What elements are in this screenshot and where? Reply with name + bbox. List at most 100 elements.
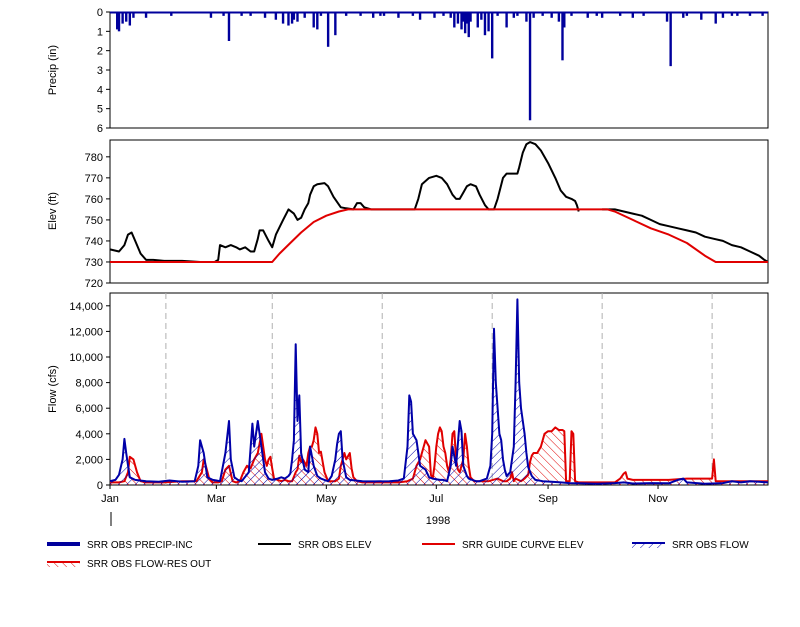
flow-y-tick-label: 10,000 [69, 352, 103, 364]
flow-y-tick-label: 8,000 [75, 378, 103, 390]
precip-bar [736, 12, 739, 16]
precip-bar [685, 12, 689, 16]
precip-bar [516, 12, 519, 16]
precip-bar [334, 12, 337, 36]
precip-y-tick-label: 4 [97, 84, 103, 96]
legend-label: SRR OBS FLOW-RES OUT [87, 559, 211, 570]
precip-bar [274, 12, 278, 20]
precip-bar [326, 12, 330, 47]
flow-x-ticks: Jan Mar May Jul Sep Nov [101, 485, 668, 505]
precip-bar [132, 12, 135, 18]
precip-bar [467, 12, 470, 38]
flow-x-tick-label: Jul [429, 493, 443, 505]
elevation-y-label: Elev (ft) [47, 192, 59, 230]
precip-bar [379, 12, 382, 16]
precip-bar [453, 12, 456, 28]
legend-label: SRR OBS FLOW [672, 540, 749, 551]
precip-bar [290, 12, 294, 24]
precip-bar [372, 12, 375, 18]
precip-bar [460, 12, 463, 30]
precip-bar [563, 12, 566, 28]
precip-bar [487, 12, 490, 32]
srr-obs-flow-swatch-fill [632, 543, 665, 548]
precip-bars [110, 11, 768, 121]
elevation-y-tick-label: 730 [85, 257, 103, 269]
elevation-plot-frame [109, 139, 769, 284]
precip-bar [682, 12, 685, 18]
year-label: 1998 [426, 515, 450, 527]
precip-bar [121, 12, 124, 24]
srr-guide-curve-elev-line [110, 208, 768, 263]
precip-bar [665, 12, 669, 22]
precip-bar [490, 12, 494, 59]
legend-label: SRR GUIDE CURVE ELEV [462, 540, 584, 551]
precip-bar [418, 12, 422, 20]
precip-bar [561, 12, 564, 61]
precip-bar [541, 12, 544, 16]
elevation-y-ticks: 720 730 740 750 760 770 780 [85, 152, 110, 290]
precip-bar [618, 12, 622, 16]
elevation-y-tick-label: 740 [85, 236, 103, 248]
flow-y-tick-label: 2,000 [75, 454, 103, 466]
precip-bar [312, 12, 315, 28]
flow-y-tick-label: 6,000 [75, 403, 103, 415]
precip-bar [700, 12, 703, 20]
precip-bar [263, 12, 267, 18]
precip-bar [528, 12, 532, 121]
legend-label: SRR OBS PRECIP-INC [87, 540, 193, 551]
srr-obs-flow-res-out-swatch-fill [47, 562, 80, 567]
precip-panel: 0 1 2 3 4 5 6 Precip (in) [47, 7, 769, 135]
flow-y-tick-label: 4,000 [75, 429, 103, 441]
precip-bar [240, 12, 243, 16]
elevation-lines [109, 141, 769, 263]
precip-y-tick-label: 1 [97, 26, 103, 38]
precip-y-tick-label: 2 [97, 46, 103, 58]
precip-bar [116, 12, 119, 30]
precip-y-tick-label: 3 [97, 65, 103, 77]
precip-bar [170, 12, 173, 16]
precip-bar [642, 12, 645, 16]
precip-bar [483, 12, 487, 36]
precip-bar [480, 12, 483, 20]
flow-x-tick-label: Mar [207, 493, 226, 505]
precip-bar [359, 12, 362, 16]
precip-bar [557, 12, 561, 22]
precip-y-tick-label: 6 [97, 123, 103, 135]
precip-bar [631, 12, 634, 18]
precip-bar [227, 12, 231, 41]
precip-y-tick-label: 0 [97, 7, 103, 19]
precip-bar [595, 12, 598, 16]
flow-y-ticks: 0 2,000 4,000 6,000 8,000 10,000 12,000 14,000 [69, 301, 110, 492]
precip-bar [319, 12, 323, 16]
precip-bar [433, 12, 436, 18]
precip-y-ticks: 0 1 2 3 4 5 6 [97, 7, 110, 135]
elevation-y-tick-label: 750 [85, 215, 103, 227]
elevation-y-tick-label: 770 [85, 173, 103, 185]
precip-bar [411, 12, 415, 16]
legend-label: SRR OBS ELEV [298, 540, 372, 551]
elevation-y-tick-label: 780 [85, 152, 103, 164]
precip-bar [449, 12, 452, 18]
srr-obs-elev-sep-dec-line [602, 208, 769, 263]
precip-bar [125, 12, 128, 22]
flow-x-tick-label: Sep [538, 493, 558, 505]
precip-bar [344, 12, 348, 16]
precip-bar [550, 12, 553, 18]
precip-bar [144, 12, 148, 18]
precip-bar [669, 12, 672, 67]
precip-bar [586, 12, 589, 18]
precip-bar [287, 12, 290, 26]
precip-bar [465, 12, 469, 24]
precip-bar [570, 12, 573, 16]
flow-x-tick-label: Nov [648, 493, 668, 505]
precip-bar [303, 12, 306, 18]
flow-x-tick-label: Jan [101, 493, 119, 505]
precip-bar [525, 12, 528, 22]
precip-bar [281, 12, 285, 24]
srr-obs-flow-line [109, 298, 769, 485]
precip-bar [128, 12, 132, 26]
precip-bar [222, 12, 225, 16]
flow-x-tick-label: May [316, 493, 337, 505]
precip-bar [316, 12, 319, 30]
